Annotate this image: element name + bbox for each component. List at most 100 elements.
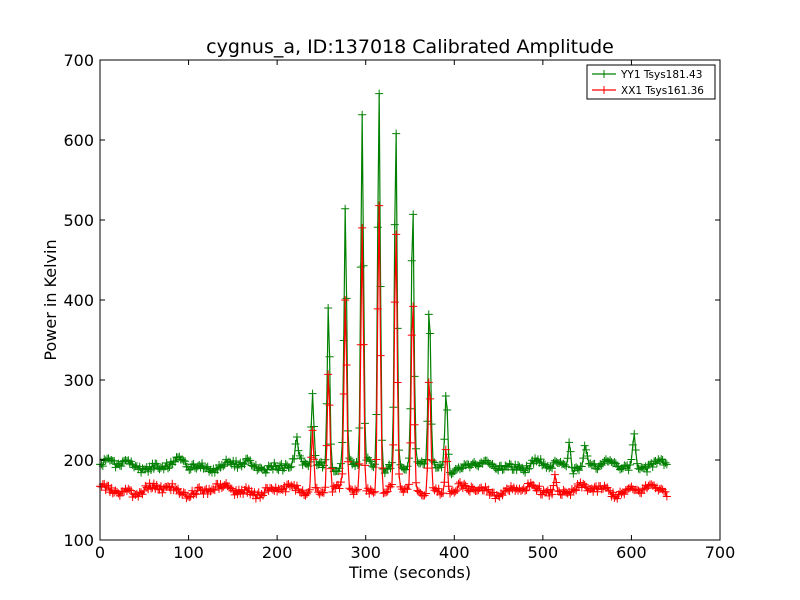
data-point [565,438,574,447]
data-point [198,459,207,468]
data-point [426,329,435,338]
data-point [383,487,392,496]
data-point [390,298,399,307]
x-tick-label: 300 [350,543,381,562]
data-point [563,454,572,463]
data-point [453,485,462,494]
x-tick-label: 500 [528,543,559,562]
data-point [127,457,136,466]
data-point [407,331,416,340]
data-point [437,463,446,472]
data-point [420,491,429,500]
data-point [548,490,557,499]
data-point [599,459,608,468]
data-point [624,466,633,475]
data-point [365,455,374,464]
data-point [593,487,602,496]
data-point [409,302,418,311]
data-point [438,489,447,498]
x-tick-label: 0 [95,543,105,562]
data-point [373,304,382,313]
data-point [358,223,367,232]
data-point [626,460,635,469]
data-point [344,457,352,466]
x-tick-label: 700 [705,543,736,562]
data-point [298,486,307,495]
data-point [393,378,402,387]
data-point [308,389,317,398]
tick-layer: 0 100 200 300 400 500 600 700100200300400500600… [63,51,735,562]
data-point [370,460,379,469]
data-point [514,460,523,469]
data-point [358,110,367,119]
data-point [443,406,452,415]
data-point [548,464,557,473]
series-2 [96,201,671,503]
data-point [521,486,530,495]
chart-title: cygnus_a, ID:137018 Calibrated Amplitude [206,36,614,58]
data-point [409,210,418,219]
data-point [321,483,330,492]
data-point [546,463,555,472]
data-point [322,441,331,450]
data-point [336,459,345,468]
data-point [260,488,269,497]
data-point [579,454,588,463]
data-point [281,487,290,496]
y-tick-label: 700 [63,51,94,70]
data-point [309,422,318,431]
data-point [152,459,161,468]
data-point [424,310,433,319]
data-point [392,230,401,239]
data-point [633,459,642,468]
legend-entry: YY1 Tsys181.43 [592,69,702,81]
data-point [648,463,657,472]
y-tick-label: 200 [63,451,94,470]
data-point [375,201,384,210]
data-point [192,490,201,499]
data-point [566,447,575,456]
data-point [426,394,435,403]
data-point [376,351,385,360]
data-point [190,489,199,498]
legend: YY1 Tsys181.43 XX1 Tsys161.36 [586,64,716,100]
data-point [117,462,126,471]
legend-label: XX1 Tsys161.36 [621,85,704,97]
series-line [99,205,668,501]
data-point [179,488,188,497]
legend-marker [600,86,608,94]
data-point [550,470,559,479]
data-point [577,462,586,471]
data-point [440,478,449,487]
data-point [325,401,334,410]
data-point [315,458,324,467]
data-point [532,486,541,495]
data-point [311,451,320,460]
data-point [210,486,219,495]
data-point [366,457,375,466]
data-point [406,438,415,447]
data-point [392,129,401,138]
data-point [404,480,413,489]
data-point [536,455,545,464]
data-point [179,456,188,465]
data-point [189,459,198,468]
data-point [631,445,640,454]
data-point [375,89,384,98]
data-point [308,426,317,435]
data-point [292,432,301,441]
data-point [134,492,143,501]
data-point [115,491,124,500]
series-markers [96,89,671,479]
y-tick-label: 300 [63,371,94,390]
data-point [227,484,236,493]
data-point [504,486,513,495]
legend-frame [586,64,716,100]
data-point [275,461,284,470]
y-tick-label: 100 [63,531,94,550]
data-point [621,462,630,471]
data-point [460,479,469,488]
legend-entry: XX1 Tsys161.36 [592,85,704,97]
data-point [580,441,589,450]
data-point [455,478,464,487]
